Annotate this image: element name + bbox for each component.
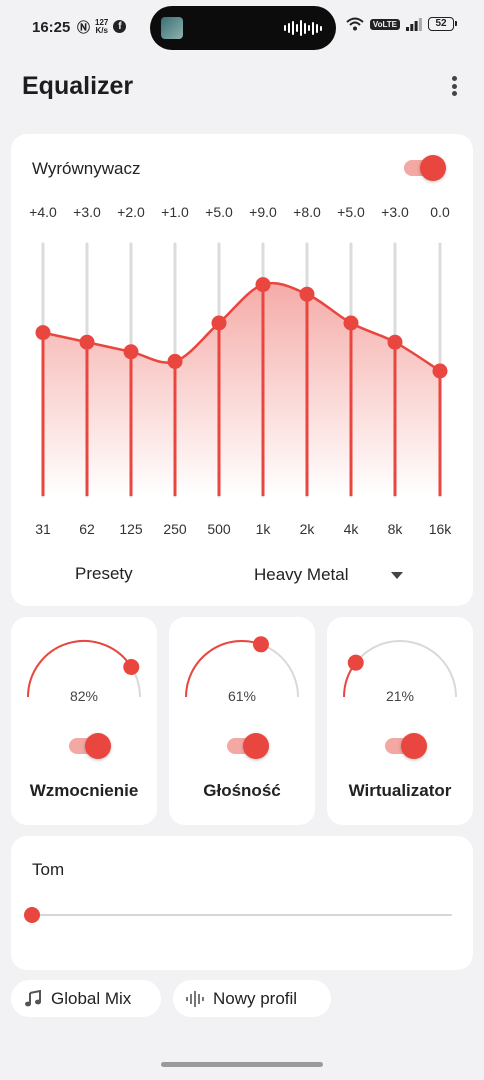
nfc-icon: Ⓝ (77, 20, 91, 35)
eq-curve-line (42, 281, 441, 373)
preset-selected-value: Heavy Metal (254, 565, 349, 584)
tom-card: Tom (11, 836, 473, 970)
network-speed: 127 K/s (95, 17, 109, 35)
knob-card-wirtualizator: 21% Wirtualizator (327, 617, 473, 825)
dynamic-island[interactable] (150, 6, 336, 50)
band-gain-label: +9.0 (249, 204, 277, 220)
dropdown-arrow-icon (391, 572, 403, 579)
wzmocnienie-knob[interactable] (11, 617, 157, 737)
knob-card-glosnosc: 61% Głośność (169, 617, 315, 825)
equalizer-title: Wyrównywacz (32, 159, 141, 178)
band-frequency-label: 8k (387, 521, 403, 537)
band-gain-label: +4.0 (29, 204, 57, 220)
waveform-icon (185, 989, 205, 1009)
band-slider-thumb[interactable] (167, 353, 183, 369)
knob-value: 61% (227, 688, 257, 704)
band-gain-label: +2.0 (117, 204, 145, 220)
wzmocnienie-toggle[interactable] (69, 733, 111, 759)
network-speed-unit: K/s (95, 25, 108, 35)
band-slider-thumb[interactable] (211, 315, 227, 331)
band-frequency-label: 62 (79, 521, 95, 537)
knob-value: 82% (69, 688, 99, 704)
knob-thumb[interactable] (123, 658, 140, 675)
band-gain-label: +3.0 (381, 204, 409, 220)
more-options-icon[interactable] (442, 73, 466, 99)
chip-label: Nowy profil (213, 988, 298, 1008)
network-speed-value: 127 (95, 17, 109, 27)
signal-icon (406, 18, 422, 31)
band-gain-label: +5.0 (205, 204, 233, 220)
wirtualizator-toggle[interactable] (385, 733, 427, 759)
band-slider-thumb[interactable] (79, 334, 95, 350)
band-slider-thumb[interactable] (35, 325, 51, 341)
presets-label: Presety (75, 564, 133, 583)
band-gain-label: +8.0 (293, 204, 321, 220)
band-slider-thumb[interactable] (432, 363, 448, 379)
album-art-thumbnail (161, 17, 183, 39)
audio-waveform-icon (284, 19, 322, 37)
page-title: Equalizer (22, 72, 134, 100)
band-slider-thumb[interactable] (123, 344, 139, 360)
glosnosc-knob[interactable] (169, 617, 315, 737)
band-frequency-label: 1k (255, 521, 271, 537)
band-slider-thumb[interactable] (343, 315, 359, 331)
tom-slider-track[interactable] (32, 914, 452, 916)
glosnosc-toggle[interactable] (227, 733, 269, 759)
facebook-icon: f (113, 20, 127, 33)
band-gain-label: +1.0 (161, 204, 189, 220)
equalizer-graph (35, 242, 448, 498)
home-indicator[interactable] (161, 1062, 323, 1067)
band-slider-thumb[interactable] (255, 277, 271, 293)
band-slider-thumb[interactable] (387, 334, 403, 350)
volte-icon: VoLTE (369, 18, 400, 30)
eq-curve-area (43, 283, 440, 496)
band-gain-label: 0.0 (430, 204, 450, 220)
battery-icon: 52 (428, 17, 457, 31)
music-note-icon (23, 989, 43, 1009)
tom-slider-thumb[interactable] (24, 907, 40, 923)
band-slider-thumb[interactable] (299, 286, 315, 302)
knob-name: Wzmocnienie (29, 781, 139, 800)
knob-arc (185, 640, 262, 698)
status-time: 16:25 (32, 19, 71, 36)
new-profile-chip[interactable]: Nowy profil (173, 980, 331, 1017)
knob-name: Głośność (203, 781, 281, 800)
knob-thumb[interactable] (347, 654, 364, 671)
chip-label: Global Mix (51, 988, 132, 1008)
global-mix-chip[interactable]: Global Mix (11, 980, 161, 1017)
equalizer-toggle[interactable] (404, 155, 446, 181)
preset-dropdown[interactable]: Heavy Metal (249, 561, 419, 589)
band-frequency-label: 125 (119, 521, 143, 537)
band-frequency-label: 31 (35, 521, 51, 537)
tom-title: Tom (32, 860, 65, 879)
band-frequency-label: 500 (207, 521, 231, 537)
band-gain-label: +5.0 (337, 204, 365, 220)
knob-value: 21% (385, 688, 415, 704)
band-frequency-label: 4k (343, 521, 359, 537)
band-frequency-label: 16k (428, 521, 452, 537)
equalizer-card: Wyrównywacz Presety Heavy Metal +4.0 31 +3… (11, 134, 473, 606)
knob-thumb[interactable] (252, 636, 269, 653)
band-gain-label: +3.0 (73, 204, 101, 220)
band-frequency-label: 250 (163, 521, 187, 537)
wirtualizator-knob[interactable] (327, 617, 473, 737)
status-bar: 16:25 Ⓝ 127 K/s f VoLTE 52 (0, 0, 484, 56)
knob-name: Wirtualizator (348, 781, 452, 800)
knob-card-wzmocnienie: 82% Wzmocnienie (11, 617, 157, 825)
knob-arc (27, 640, 133, 698)
band-frequency-label: 2k (299, 521, 315, 537)
wifi-icon (346, 17, 364, 31)
